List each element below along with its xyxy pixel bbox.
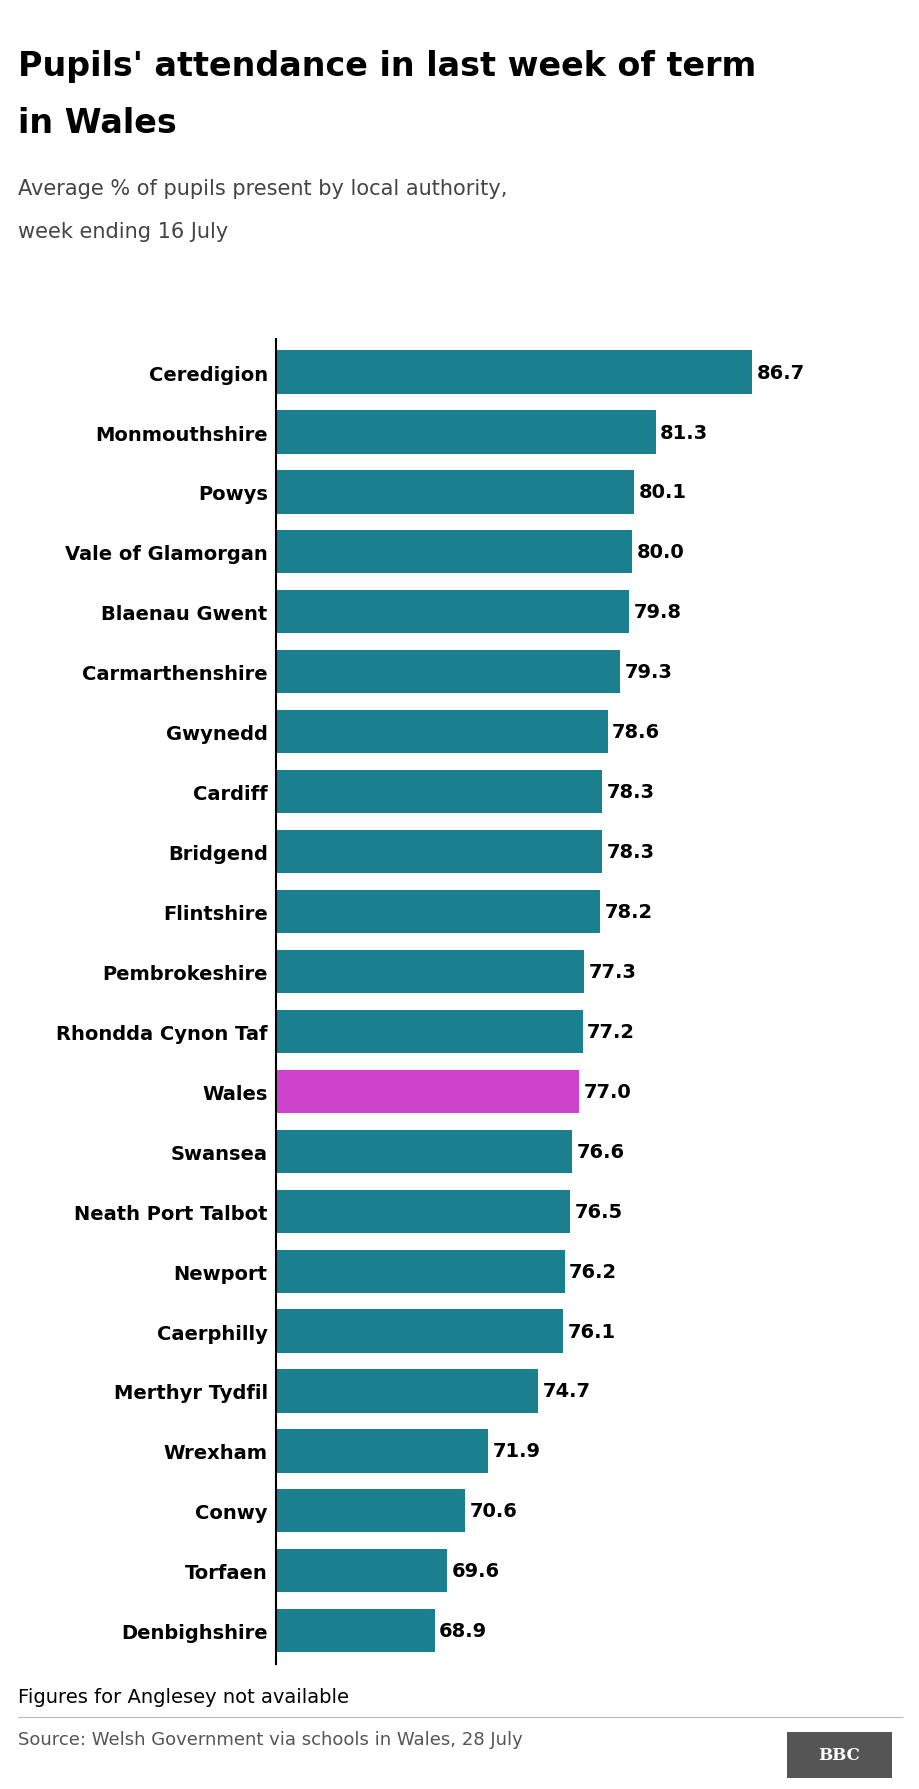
Text: 76.5: 76.5 bbox=[574, 1202, 622, 1222]
Bar bbox=[0, 531, 631, 574]
Text: 81.3: 81.3 bbox=[660, 424, 708, 442]
Bar bbox=[0, 1549, 447, 1592]
Text: 78.2: 78.2 bbox=[604, 902, 652, 921]
Bar bbox=[0, 771, 602, 814]
Text: 76.2: 76.2 bbox=[569, 1261, 617, 1281]
Text: 76.1: 76.1 bbox=[567, 1322, 615, 1340]
Text: 79.3: 79.3 bbox=[624, 664, 672, 682]
Bar bbox=[0, 830, 602, 873]
Text: 71.9: 71.9 bbox=[492, 1442, 540, 1460]
Bar bbox=[0, 590, 629, 633]
Text: 77.0: 77.0 bbox=[583, 1082, 630, 1102]
Bar bbox=[0, 1429, 488, 1472]
Bar bbox=[0, 351, 751, 394]
Bar bbox=[0, 1370, 538, 1413]
Text: in Wales: in Wales bbox=[18, 107, 177, 140]
Text: 79.8: 79.8 bbox=[632, 603, 681, 623]
Text: 80.0: 80.0 bbox=[636, 544, 684, 562]
Bar bbox=[0, 891, 600, 934]
Text: Source: Welsh Government via schools in Wales, 28 July: Source: Welsh Government via schools in … bbox=[18, 1730, 523, 1748]
Bar bbox=[0, 651, 619, 694]
Bar bbox=[0, 1610, 434, 1653]
Text: 77.2: 77.2 bbox=[586, 1022, 634, 1041]
Bar bbox=[0, 1490, 464, 1533]
Text: 68.9: 68.9 bbox=[438, 1621, 487, 1641]
Text: Average % of pupils present by local authority,: Average % of pupils present by local aut… bbox=[18, 179, 507, 199]
Text: 78.3: 78.3 bbox=[606, 782, 654, 801]
Text: 77.3: 77.3 bbox=[588, 962, 636, 982]
Text: 70.6: 70.6 bbox=[469, 1501, 516, 1521]
Bar bbox=[0, 1011, 582, 1054]
Text: 69.6: 69.6 bbox=[451, 1562, 499, 1580]
Text: 78.3: 78.3 bbox=[606, 843, 654, 862]
Bar bbox=[0, 1310, 562, 1352]
Text: 76.6: 76.6 bbox=[575, 1141, 624, 1161]
Text: 74.7: 74.7 bbox=[542, 1381, 590, 1401]
Bar bbox=[0, 1070, 578, 1113]
Text: 78.6: 78.6 bbox=[611, 723, 660, 742]
Text: 80.1: 80.1 bbox=[638, 483, 686, 503]
Text: Pupils' attendance in last week of term: Pupils' attendance in last week of term bbox=[18, 50, 755, 82]
Bar bbox=[0, 1131, 572, 1174]
Text: BBC: BBC bbox=[818, 1746, 859, 1764]
Text: week ending 16 July: week ending 16 July bbox=[18, 222, 229, 242]
Bar bbox=[0, 950, 584, 993]
Bar bbox=[0, 1190, 570, 1233]
Bar bbox=[0, 471, 633, 513]
Bar bbox=[0, 411, 655, 454]
Bar bbox=[0, 1251, 564, 1293]
Bar bbox=[0, 710, 607, 753]
Text: Figures for Anglesey not available: Figures for Anglesey not available bbox=[18, 1687, 349, 1707]
Text: 86.7: 86.7 bbox=[755, 363, 803, 383]
